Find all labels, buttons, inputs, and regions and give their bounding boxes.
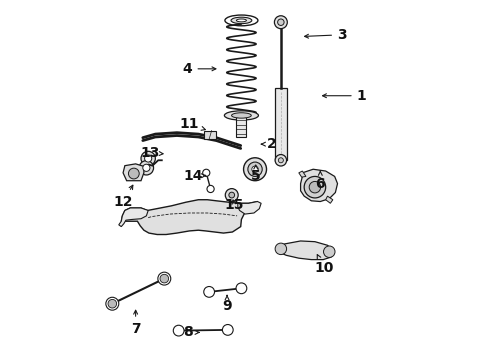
- Text: 11: 11: [180, 117, 205, 131]
- Text: 8: 8: [183, 325, 199, 339]
- Ellipse shape: [232, 113, 251, 118]
- Text: 9: 9: [222, 296, 232, 312]
- Circle shape: [108, 300, 117, 308]
- Circle shape: [158, 272, 171, 285]
- Circle shape: [275, 243, 287, 255]
- Text: 10: 10: [314, 255, 334, 275]
- Ellipse shape: [224, 111, 258, 120]
- Polygon shape: [119, 208, 148, 226]
- Circle shape: [222, 324, 233, 335]
- Circle shape: [323, 246, 335, 257]
- Polygon shape: [238, 202, 261, 214]
- Polygon shape: [275, 89, 287, 160]
- Circle shape: [203, 169, 210, 176]
- Text: 3: 3: [305, 28, 346, 42]
- Circle shape: [145, 155, 152, 162]
- Circle shape: [309, 181, 320, 193]
- Circle shape: [173, 325, 184, 336]
- Circle shape: [275, 154, 287, 166]
- Ellipse shape: [231, 17, 252, 24]
- Ellipse shape: [236, 19, 246, 22]
- Polygon shape: [236, 117, 245, 137]
- Circle shape: [204, 287, 215, 297]
- Circle shape: [229, 192, 235, 198]
- Circle shape: [278, 19, 284, 26]
- Polygon shape: [122, 200, 258, 234]
- Text: 12: 12: [113, 185, 133, 208]
- Text: 4: 4: [183, 62, 216, 76]
- Text: 7: 7: [131, 310, 141, 336]
- Circle shape: [128, 168, 139, 179]
- Text: 15: 15: [224, 198, 244, 212]
- Polygon shape: [326, 196, 333, 203]
- Circle shape: [244, 158, 267, 181]
- Ellipse shape: [225, 15, 258, 26]
- Polygon shape: [204, 131, 216, 139]
- Circle shape: [160, 274, 169, 283]
- Circle shape: [139, 161, 153, 175]
- Text: 5: 5: [251, 165, 261, 183]
- Circle shape: [304, 176, 326, 198]
- Circle shape: [207, 185, 214, 193]
- Circle shape: [252, 166, 258, 172]
- Circle shape: [225, 189, 238, 202]
- Text: 14: 14: [183, 170, 206, 183]
- Circle shape: [248, 162, 262, 176]
- Text: 6: 6: [316, 171, 325, 190]
- Polygon shape: [299, 171, 306, 177]
- Circle shape: [274, 16, 287, 29]
- Circle shape: [278, 158, 283, 163]
- Polygon shape: [300, 169, 338, 202]
- Circle shape: [143, 164, 150, 171]
- Text: 2: 2: [261, 137, 277, 151]
- Circle shape: [236, 283, 247, 294]
- Circle shape: [106, 297, 119, 310]
- Text: 1: 1: [322, 89, 367, 103]
- Text: 13: 13: [140, 146, 163, 160]
- Polygon shape: [123, 164, 144, 181]
- Polygon shape: [276, 241, 334, 260]
- Circle shape: [141, 151, 155, 166]
